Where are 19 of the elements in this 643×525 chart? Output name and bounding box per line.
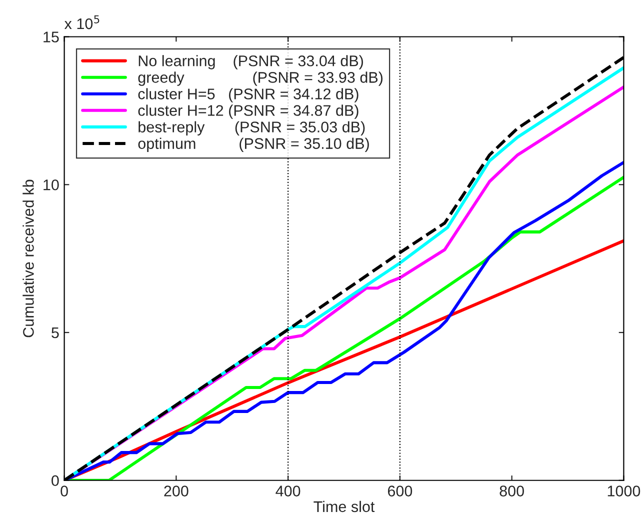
text: x 10$^{5}$ <box>64 15 100 30</box>
x-tick-label: 0 <box>60 486 68 496</box>
x-tick-label: 1000 <box>608 486 640 496</box>
legend-label: greedy (PSNR = 33.93 dB) <box>138 72 383 86</box>
x-tick-label: 600 <box>388 486 412 496</box>
legend-label: cluster H=5 (PSNR = 34.12 dB) <box>138 88 358 102</box>
y-axis-title: Cumulative received kb <box>22 180 34 338</box>
x-tick-label: 200 <box>164 486 188 496</box>
x-tick-label: 400 <box>276 486 300 496</box>
legend-label: best-reply (PSNR = 35.03 dB) <box>138 121 365 136</box>
y-tick-label: 10 <box>44 179 59 190</box>
y-tick-label: 0 <box>52 475 59 486</box>
legend-label: optimum (PSNR = 35.10 dB) <box>138 138 369 152</box>
legend-label: No learning (PSNR = 33.04 dB) <box>138 55 363 70</box>
y-tick-label: 15 <box>44 32 59 42</box>
y-tick-label: 5 <box>52 328 59 338</box>
x-tick-label: 800 <box>500 486 524 496</box>
x-axis-title: Time slot <box>314 500 375 512</box>
legend-label: cluster H=12 (PSNR = 34.87 dB) <box>138 104 358 119</box>
